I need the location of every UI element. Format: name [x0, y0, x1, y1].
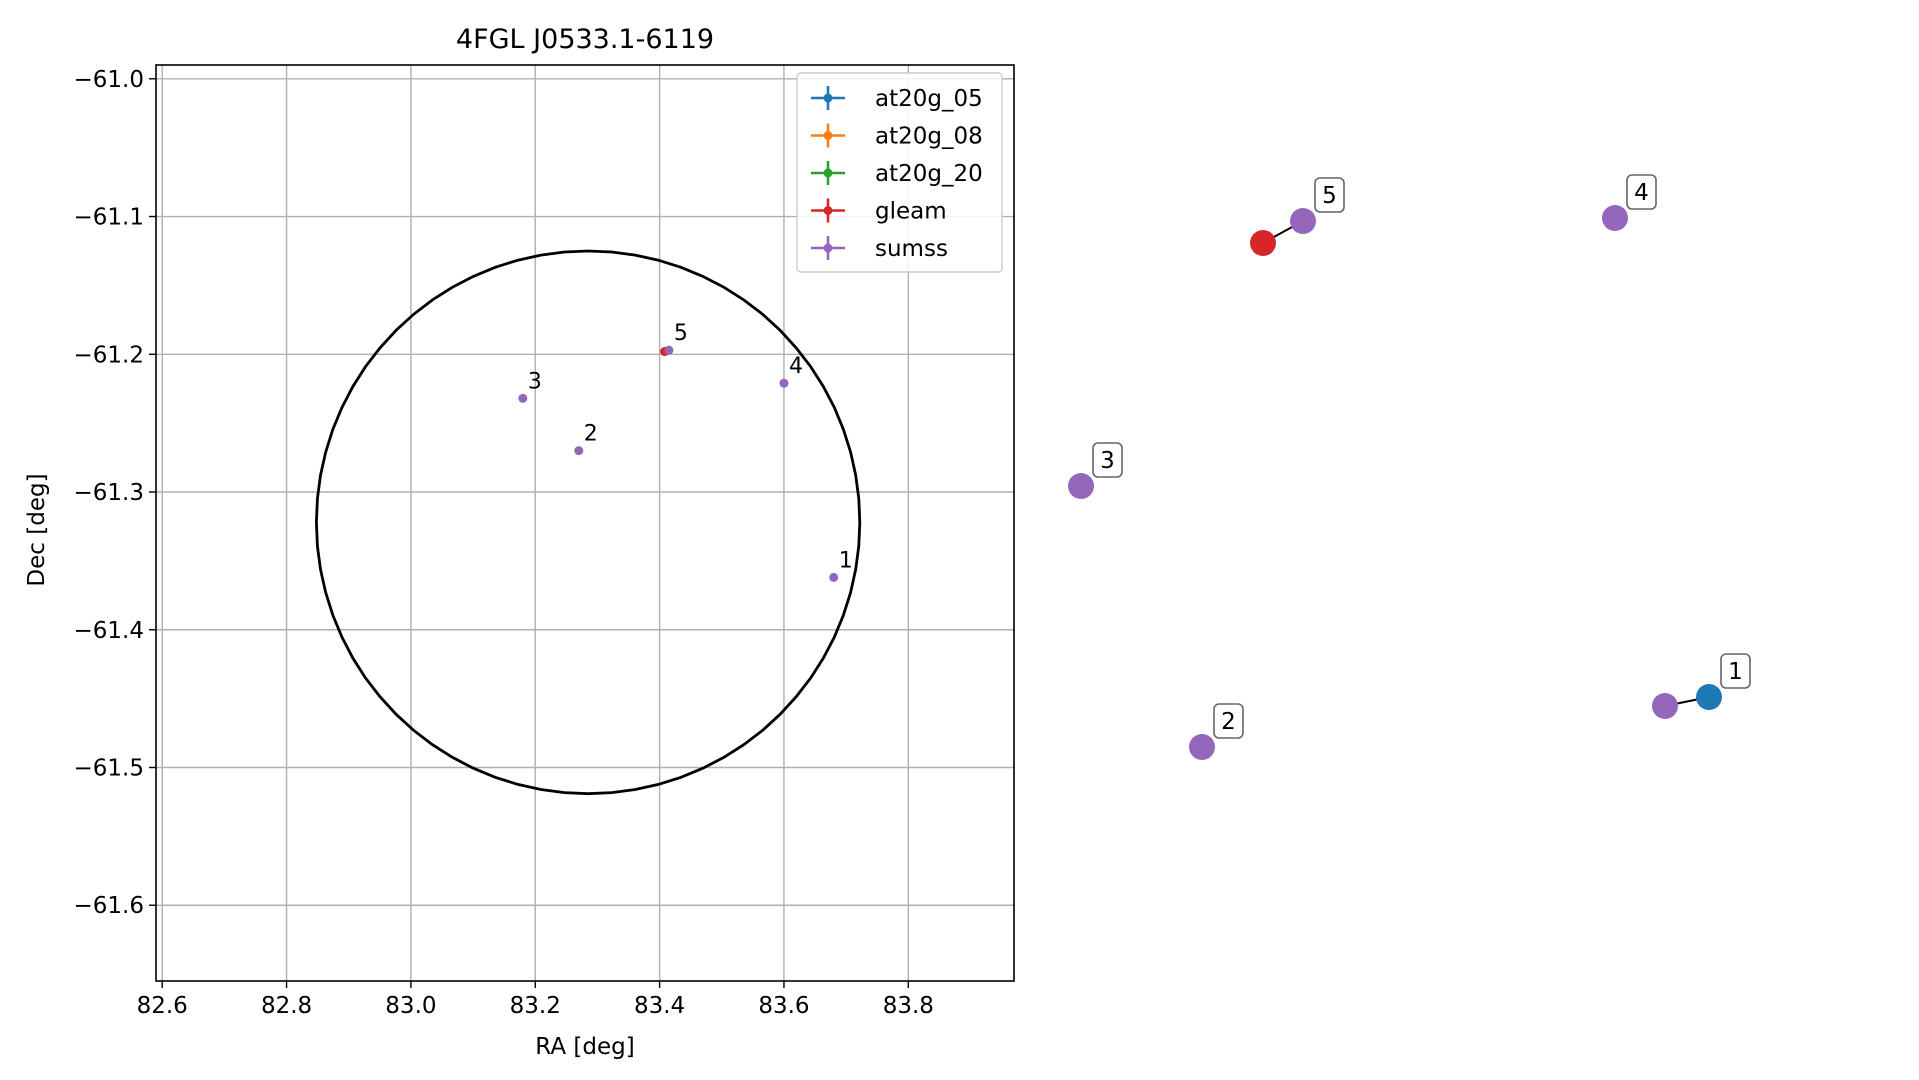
legend-marker-dot — [823, 206, 833, 215]
legend-entry: gleam — [811, 198, 947, 225]
marker-label-box — [1092, 442, 1123, 478]
marker-label: 3 — [1100, 448, 1115, 474]
at20g_05-marker — [1696, 684, 1722, 710]
axes-frame — [155, 64, 1015, 982]
y-tick-label: −61.6 — [74, 893, 144, 919]
marker-label-box — [1314, 177, 1345, 213]
x-tick-label: 82.8 — [261, 993, 312, 1019]
y-tick-label: −61.4 — [74, 618, 144, 644]
point-label: 1 — [839, 548, 853, 573]
x-ticks: 82.6 82.8 83.0 83.2 83.4 83.6 83.8 — [137, 981, 934, 1019]
legend-label: at20g_08 — [875, 124, 983, 150]
legend-entry: at20g_05 — [811, 86, 983, 112]
points-layer — [518, 345, 839, 582]
sumss-point — [829, 572, 839, 582]
legend-marker-dot — [823, 168, 833, 178]
legend-marker-dot — [823, 243, 833, 253]
x-axis-label: RA [deg] — [535, 1034, 634, 1060]
legend-box — [796, 72, 1003, 273]
legend-entry: sumss — [811, 236, 948, 262]
labels-layer: 1 2 3 4 5 — [528, 321, 853, 573]
x-tick-label: 83.8 — [883, 993, 934, 1019]
marker-label-box — [1213, 703, 1244, 739]
sumss-marker — [1290, 208, 1316, 234]
marker-label: 1 — [1728, 659, 1743, 685]
legend-label: sumss — [875, 236, 948, 262]
chart-title: 4FGL J0533.1-6119 — [456, 24, 714, 55]
legend-marker-dot — [823, 93, 833, 103]
sumss-point — [779, 378, 789, 388]
point-label: 5 — [674, 321, 688, 346]
sumss-marker — [1652, 693, 1678, 719]
y-tick-label: −61.5 — [74, 755, 144, 781]
error-ellipse — [314, 249, 862, 796]
y-tick-label: −61.0 — [74, 67, 144, 93]
sumss-point — [574, 446, 584, 456]
legend-entry: at20g_20 — [811, 161, 983, 187]
marker-label-box — [1720, 653, 1751, 689]
cross-match-panel: 5 4 3 2 1 — [1068, 174, 1751, 760]
point-label: 2 — [584, 422, 598, 447]
marker-label-box — [1626, 174, 1657, 210]
legend-label: at20g_05 — [875, 86, 983, 112]
ellipse-layer — [314, 249, 862, 796]
sumss-marker — [1602, 205, 1628, 231]
y-tick-label: −61.1 — [74, 205, 144, 231]
legend-label: at20g_20 — [875, 161, 983, 187]
point-label: 3 — [528, 369, 542, 394]
grid — [156, 65, 1014, 981]
marker-label: 4 — [1634, 180, 1649, 206]
sumss-point — [664, 345, 674, 355]
y-axis-label: Dec [deg] — [24, 473, 50, 586]
marker-label: 2 — [1221, 709, 1236, 735]
point-label: 4 — [789, 354, 803, 379]
x-tick-label: 82.6 — [137, 993, 188, 1019]
x-tick-label: 83.2 — [510, 993, 561, 1019]
marker-label: 5 — [1322, 183, 1337, 209]
legend-label: gleam — [875, 199, 947, 225]
sumss-marker — [1189, 734, 1215, 760]
y-ticks: −61.0 −61.1 −61.2 −61.3 −61.4 −61.5 −61.6 — [74, 67, 156, 919]
y-tick-label: −61.3 — [74, 480, 144, 506]
main-axes: 1 2 3 4 5 82.6 82.8 83.0 83.2 83.4 83.6 83.8 −61.0… — [24, 24, 1015, 1060]
x-tick-label: 83.0 — [385, 993, 436, 1019]
legend-marker-dot — [823, 131, 833, 140]
legend-entry: at20g_08 — [811, 123, 983, 150]
y-tick-label: −61.2 — [74, 342, 144, 368]
gleam-marker — [1250, 230, 1276, 256]
sumss-point — [518, 393, 528, 403]
x-tick-label: 83.4 — [634, 993, 685, 1019]
sumss-marker — [1068, 473, 1094, 499]
x-tick-label: 83.6 — [758, 993, 809, 1019]
